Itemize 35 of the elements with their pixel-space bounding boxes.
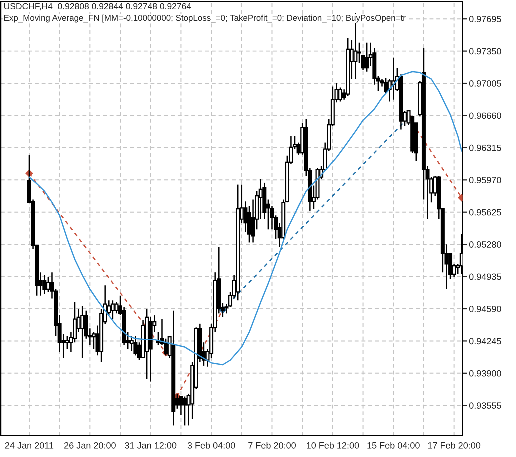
y-tick-label: 0.95970: [469, 177, 502, 184]
candlestick: [130, 335, 134, 352]
y-tick-label: 0.93900: [469, 370, 502, 377]
y-tick-label: 0.94590: [469, 306, 502, 312]
x-tick-label: 10 Feb 12:00: [307, 442, 360, 449]
candlestick: [110, 300, 115, 320]
x-tick-label: 17 Feb 20:00: [428, 442, 481, 449]
y-tick-label: 0.95625: [469, 209, 502, 216]
candlestick: [357, 42, 362, 64]
y-tick-label: 0.97005: [469, 80, 502, 87]
candlestick: [338, 87, 343, 102]
chart-title: USDCHF,H4 0.92808 0.92844 0.92748 0.92764: [4, 3, 192, 11]
y-tick-label: 0.94245: [469, 338, 502, 345]
candlestick: [42, 274, 47, 295]
candlestick: [80, 306, 85, 360]
y-tick-label: 0.97350: [469, 48, 502, 55]
candlestick: [92, 332, 96, 350]
candlestick: [365, 42, 370, 72]
x-tick-label: 31 Jan 12:00: [125, 442, 177, 449]
x-tick-label: 24 Jan 2011: [5, 442, 54, 449]
y-tick-label: 0.96660: [469, 112, 502, 120]
x-tick-label: 3 Feb 04:00: [188, 442, 236, 449]
text: Exp_Moving Average_FN [MM=-0.10000000; StopLoss_=0; TakeProfit_=0; Deviation_=10; BuyPosOpen=tr: [4, 14, 406, 23]
candlestick: [65, 335, 70, 350]
candlestick: [46, 276, 50, 293]
candlestick: [183, 396, 187, 426]
y-tick-label: 0.95280: [469, 242, 502, 248]
x-tick-label: 7 Feb 20:00: [248, 442, 296, 449]
candlestick: [134, 335, 138, 356]
y-tick-label: 0.96315: [469, 144, 502, 152]
y-tick-label: 0.97695: [469, 16, 502, 22]
y-tick-label: 0.94935: [469, 274, 502, 280]
x-tick-label: 26 Jan 20:00: [64, 442, 116, 449]
y-tick-label: 0.93555: [469, 402, 502, 409]
x-tick-label: 15 Feb 04:00: [368, 442, 420, 449]
